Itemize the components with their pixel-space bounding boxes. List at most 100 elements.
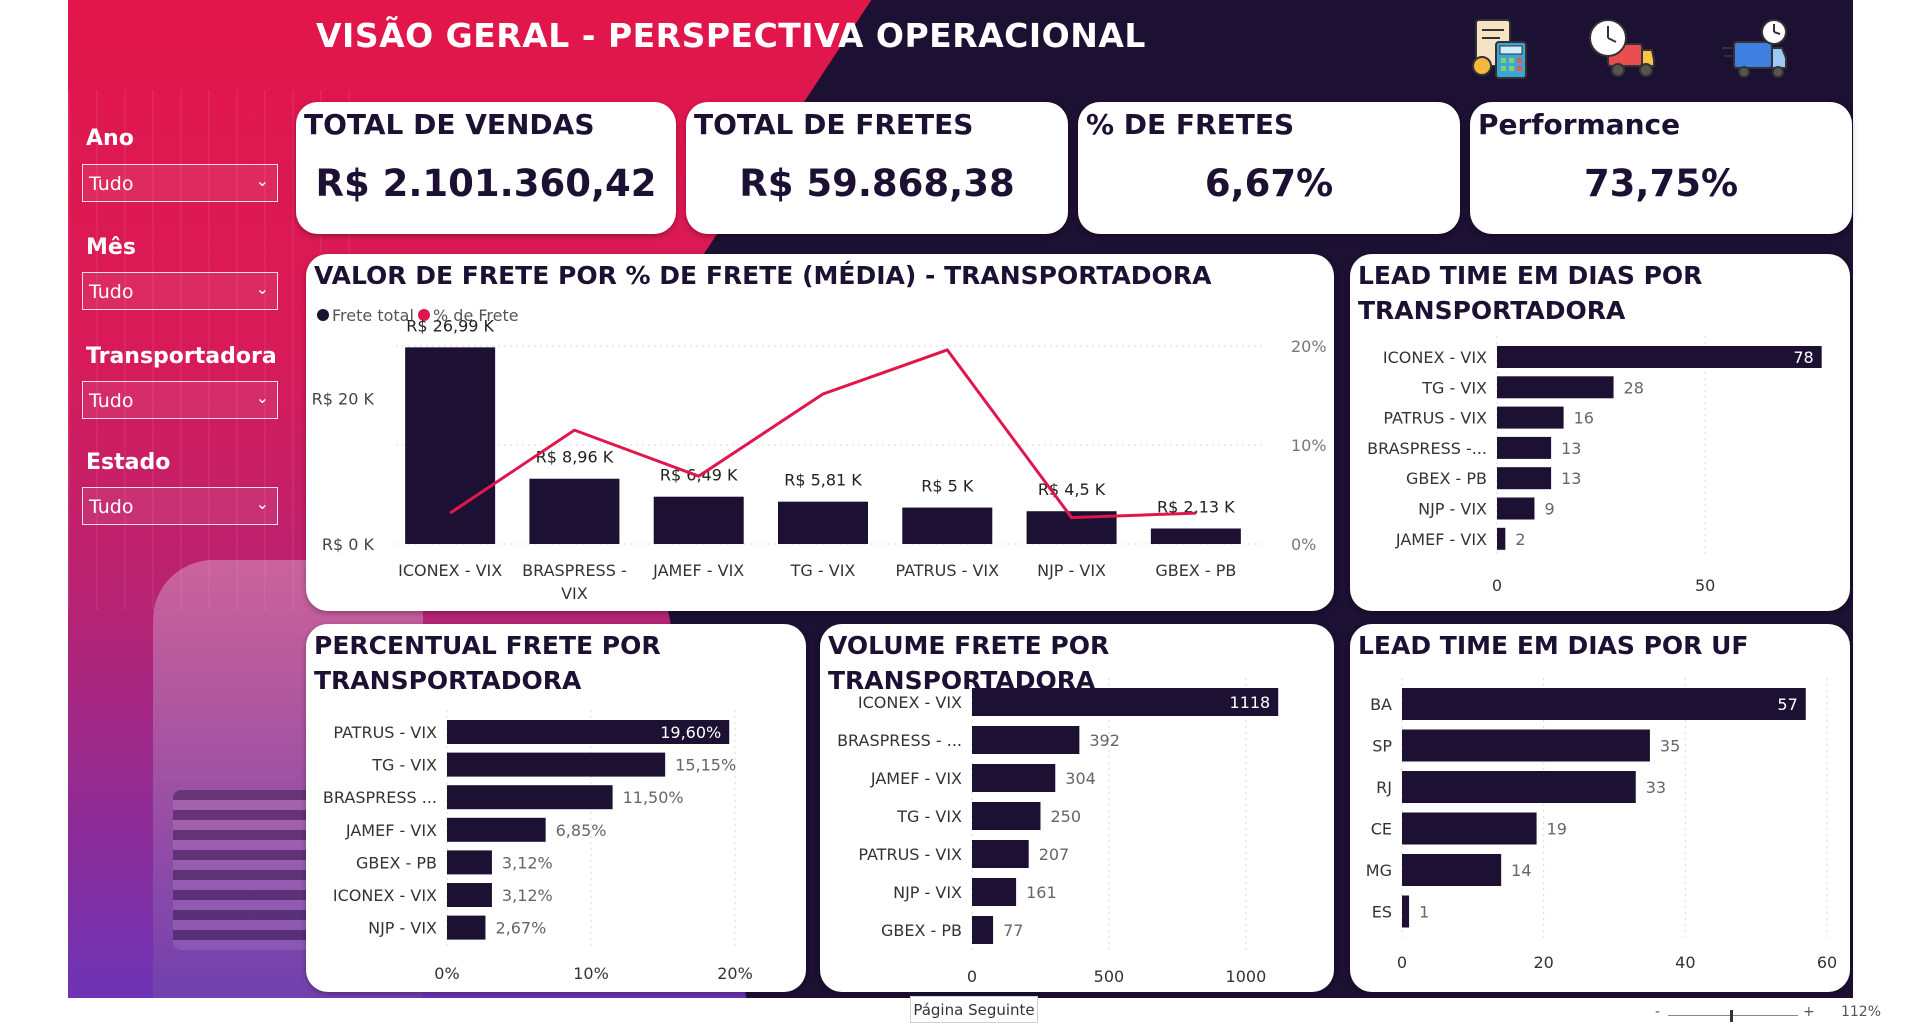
next-page-button[interactable]: Página Seguinte [910, 996, 1038, 1023]
x-tick-label: VIX [561, 584, 588, 603]
category-label: JAMEF - VIX [1395, 530, 1487, 549]
x-tick-label: 0 [1397, 953, 1407, 972]
panel-combo-chart[interactable]: VALOR DE FRETE POR % DE FRETE (MÉDIA) - … [306, 254, 1334, 611]
zoom-slider-thumb[interactable] [1730, 1010, 1733, 1022]
data-label: 14 [1511, 861, 1531, 880]
kpi-card-total-fretes[interactable]: TOTAL DE FRETES R$ 59.868,38 [686, 102, 1068, 234]
kpi-title: TOTAL DE VENDAS [304, 108, 595, 141]
bar [447, 850, 492, 875]
legend-marker [317, 309, 329, 321]
x-tick-label: PATRUS - VIX [895, 561, 999, 580]
data-label: 250 [1050, 807, 1081, 826]
category-label: TG - VIX [896, 807, 962, 826]
chart-title: PERCENTUAL FRETE POR TRANSPORTADORA [314, 631, 661, 695]
category-label: SP [1372, 737, 1392, 756]
data-label: R$ 4,5 K [1038, 480, 1106, 499]
category-label: ICONEX - VIX [1383, 348, 1487, 367]
fast-delivery-truck-icon [1720, 16, 1790, 82]
x-tick-label: BRASPRESS - [522, 561, 627, 580]
data-label: 161 [1026, 883, 1057, 902]
filter-dropdown-mes[interactable]: Tudo ⌄ [82, 272, 278, 310]
category-label: JAMEF - VIX [870, 769, 962, 788]
data-label: 13 [1561, 439, 1581, 458]
data-label: 78 [1793, 348, 1813, 367]
kpi-card-pct-fretes[interactable]: % DE FRETES 6,67% [1078, 102, 1460, 234]
bar [1402, 854, 1502, 886]
x-tick-label: JAMEF - VIX [652, 561, 744, 580]
kpi-card-performance[interactable]: Performance 73,75% [1470, 102, 1852, 234]
bar [1402, 812, 1537, 845]
category-label: ES [1372, 903, 1392, 922]
x-tick-label: 40 [1675, 953, 1695, 972]
panel-lead-time-carrier[interactable]: LEAD TIME EM DIAS POR TRANSPORTADORA 0 50… [1350, 254, 1850, 611]
category-label: GBEX - PB [1406, 469, 1487, 488]
bar [1150, 528, 1241, 544]
category-label: NJP - VIX [368, 919, 437, 938]
x-tick-label: 0 [967, 967, 977, 986]
category-label: BRASPRESS -... [1367, 439, 1487, 458]
category-label: NJP - VIX [1418, 500, 1487, 519]
bar [972, 878, 1017, 906]
filter-dropdown-estado[interactable]: Tudo ⌄ [82, 487, 278, 525]
x-tick-label: GBEX - PB [1155, 561, 1236, 580]
data-label: 35 [1660, 737, 1680, 756]
bar [1497, 527, 1506, 550]
category-label: TG - VIX [1421, 378, 1487, 397]
category-label: PATRUS - VIX [1383, 409, 1487, 428]
legend-item: Frete total [332, 306, 414, 325]
filter-label-mes: Mês [86, 235, 136, 260]
chevron-down-icon: ⌄ [255, 388, 269, 407]
data-label: 19 [1547, 820, 1567, 839]
bar [972, 688, 1279, 716]
panel-volume[interactable]: VOLUME FRETE POR TRANSPORTADORA 0 500 1000… [820, 624, 1334, 992]
data-label: 6,85% [556, 821, 607, 840]
category-label: TG - VIX [371, 756, 437, 775]
filter-label-ano: Ano [86, 126, 134, 151]
bar [447, 883, 492, 907]
data-label: 392 [1089, 731, 1120, 750]
chart-title: VOLUME FRETE POR TRANSPORTADORA [828, 631, 1110, 695]
bar [902, 507, 993, 544]
x-tick-label: 0 [1492, 576, 1502, 595]
y-tick-label: R$ 20 K [312, 389, 375, 408]
zoom-out-button[interactable]: - [1655, 1004, 1661, 1020]
x-tick-label: 50 [1695, 576, 1715, 595]
bar [405, 347, 496, 544]
bar [1402, 729, 1650, 762]
bar [1497, 467, 1552, 490]
filter-dropdown-ano[interactable]: Tudo ⌄ [82, 164, 278, 202]
chart-title: LEAD TIME EM DIAS POR TRANSPORTADORA [1358, 261, 1703, 325]
kpi-value: 73,75% [1583, 162, 1739, 205]
zoom-in-button[interactable]: + [1803, 1004, 1815, 1020]
bar [447, 817, 546, 842]
zoom-slider-track[interactable] [1668, 1015, 1798, 1016]
delivery-time-icon [1586, 16, 1656, 82]
bar [447, 785, 613, 810]
bar [1497, 346, 1822, 368]
x-tick-label: TG - VIX [790, 561, 856, 580]
x-tick-label: 10% [573, 964, 609, 983]
filter-value-transportadora: Tudo [89, 390, 134, 412]
panel-lead-time-uf[interactable]: LEAD TIME EM DIAS POR UF 0 20 40 60 BA 57 SP 35… [1350, 624, 1850, 992]
data-label: R$ 5 K [921, 477, 974, 496]
data-label: 15,15% [675, 756, 736, 775]
category-label: ICONEX - VIX [333, 886, 437, 905]
data-label: 1 [1419, 903, 1429, 922]
kpi-card-total-vendas[interactable]: TOTAL DE VENDAS R$ 2.101.360,42 [296, 102, 676, 234]
data-label: 207 [1039, 845, 1070, 864]
x-tick-label: 60 [1817, 953, 1837, 972]
panel-pct-freight[interactable]: PERCENTUAL FRETE POR TRANSPORTADORA 0% 10… [306, 624, 806, 992]
page-title: VISÃO GERAL - PERSPECTIVA OPERACIONAL [316, 16, 1146, 55]
data-label: 2 [1515, 530, 1525, 549]
filter-value-estado: Tudo [89, 496, 134, 518]
category-label: RJ [1376, 778, 1392, 797]
data-label: 2,67% [495, 919, 546, 938]
filter-dropdown-transportadora[interactable]: Tudo ⌄ [82, 381, 278, 419]
category-label: CE [1371, 820, 1392, 839]
legend-item: % de Frete [433, 306, 519, 325]
data-label: 1118 [1230, 693, 1271, 712]
bar [1497, 406, 1564, 429]
kpi-title: TOTAL DE FRETES [694, 108, 974, 141]
data-label: 57 [1777, 695, 1797, 714]
bar [653, 496, 744, 544]
